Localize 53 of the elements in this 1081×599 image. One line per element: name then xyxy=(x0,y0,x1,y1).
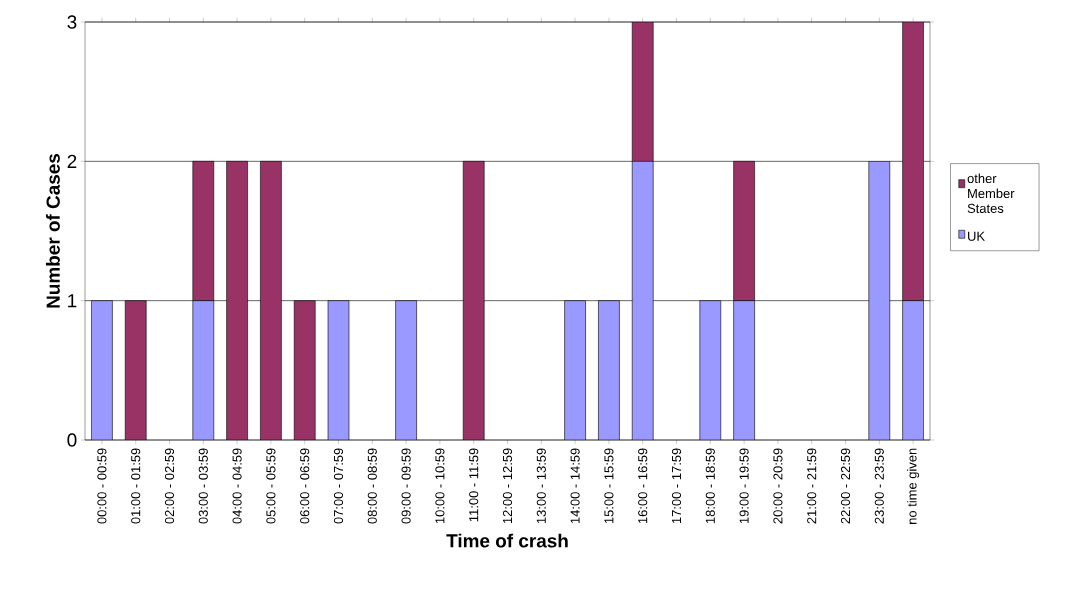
x-tick-label: 18:00 - 18:59 xyxy=(705,448,715,524)
bar xyxy=(902,300,924,440)
bar xyxy=(902,22,924,301)
x-tick-label: 06:00 - 06:59 xyxy=(300,448,310,524)
x-tick-label: 00:00 - 00:59 xyxy=(97,448,107,524)
bar xyxy=(192,300,215,440)
x-tick-label: 15:00 - 15:59 xyxy=(604,448,614,524)
y-tick-label: 1 xyxy=(68,294,77,308)
x-tick-label: 12:00 - 12:59 xyxy=(502,448,513,524)
x-tick-label: 16:00 - 16:59 xyxy=(638,448,648,524)
bar xyxy=(631,161,654,440)
x-tick-label: 04:00 - 04:59 xyxy=(232,448,242,524)
bar xyxy=(868,161,891,440)
bar xyxy=(462,161,485,440)
bar xyxy=(564,300,586,440)
bar xyxy=(631,22,654,162)
x-tick-label: 19:00 - 19:59 xyxy=(739,448,749,524)
x-tick-label: 17:00 - 17:59 xyxy=(671,448,682,524)
x-tick-label: 22:00 - 22:59 xyxy=(840,448,851,524)
bar xyxy=(327,300,350,440)
bar xyxy=(598,300,620,440)
bar xyxy=(733,161,755,301)
bar xyxy=(699,300,722,440)
x-tick-label: 02:00 - 02:59 xyxy=(164,448,175,524)
x-tick-label: 21:00 - 21:59 xyxy=(807,448,817,524)
x-tick-label: 20:00 - 20:59 xyxy=(773,448,783,524)
x-tick-label: 13:00 - 13:59 xyxy=(536,448,546,524)
legend-label: other Member States xyxy=(967,173,1015,213)
bar xyxy=(260,161,282,440)
bar xyxy=(124,300,147,440)
bar xyxy=(733,300,755,440)
y-tick-label: 3 xyxy=(67,15,77,29)
x-tick-label: 01:00 - 01:59 xyxy=(131,448,141,524)
x-axis-title: Time of crash xyxy=(446,533,568,548)
bar xyxy=(293,300,316,440)
x-tick-label: 09:00 - 09:59 xyxy=(401,448,411,524)
y-tick-label: 0 xyxy=(67,433,77,447)
x-tick-label: 07:00 - 07:59 xyxy=(333,448,344,524)
bar xyxy=(226,161,248,440)
bar xyxy=(395,300,417,440)
x-tick-label: no time given xyxy=(907,448,920,524)
bar xyxy=(192,161,215,301)
y-tick-label: 2 xyxy=(67,154,77,168)
x-tick-label: 23:00 - 23:59 xyxy=(874,448,884,524)
x-tick-label: 10:00 - 10:59 xyxy=(435,448,445,524)
legend-label: UK xyxy=(968,231,985,241)
y-axis-title: Number of Cases xyxy=(45,153,60,308)
x-tick-label: 14:00 - 14:59 xyxy=(570,448,580,524)
x-tick-label: 08:00 - 08:59 xyxy=(367,448,377,524)
x-tick-label: 03:00 - 03:59 xyxy=(198,448,208,524)
x-tick-label: 05:00 - 05:59 xyxy=(266,448,276,524)
x-tick-label: 11:00 - 11:59 xyxy=(469,448,479,522)
bar xyxy=(91,300,113,440)
